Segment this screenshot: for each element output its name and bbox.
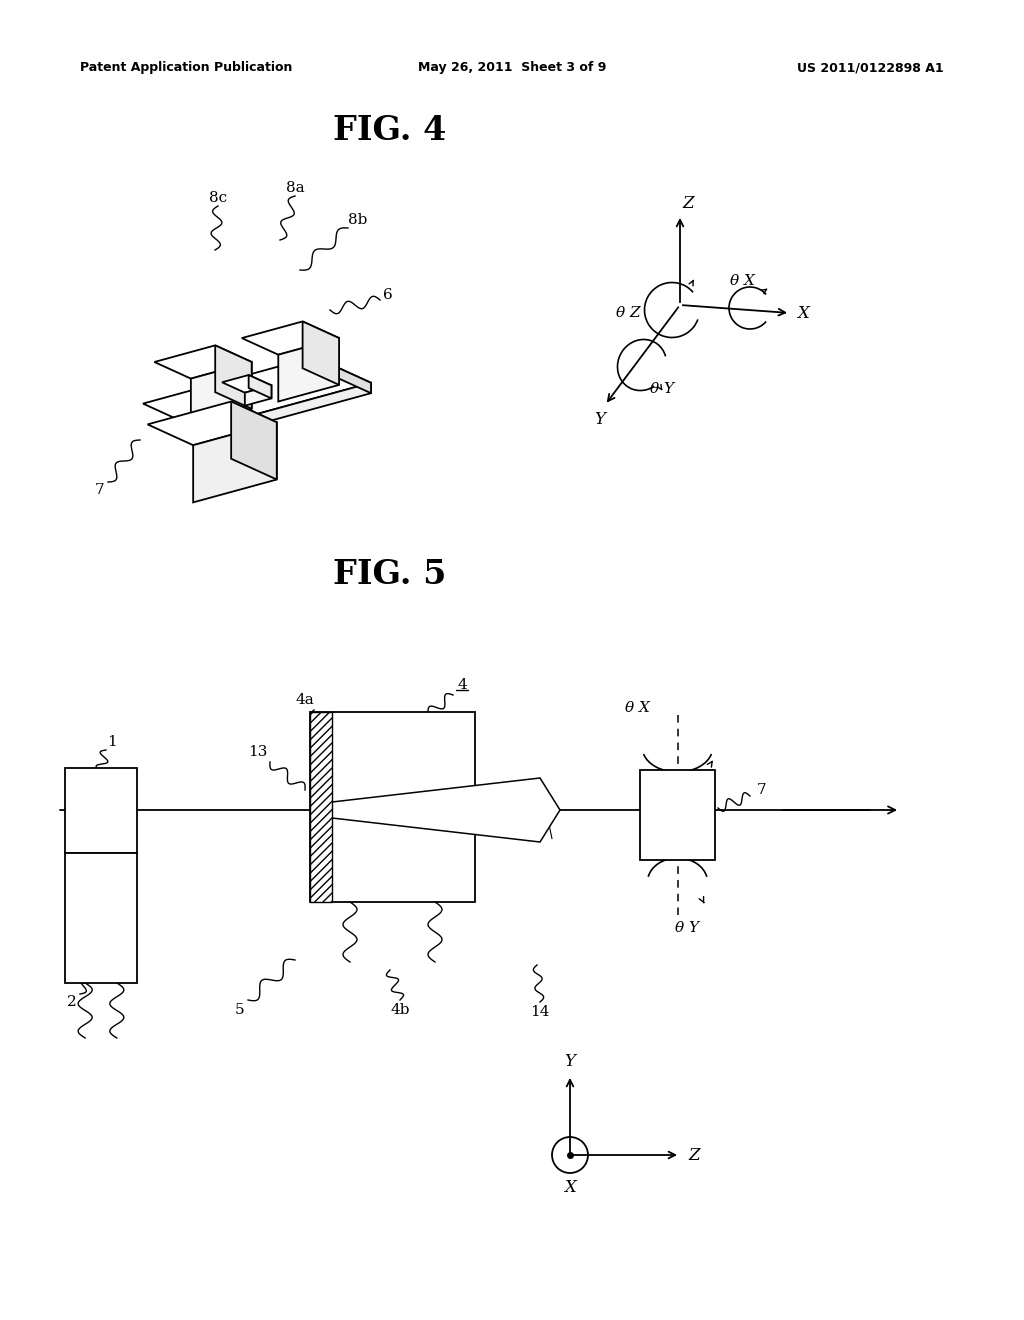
- Text: 2: 2: [68, 995, 77, 1008]
- Polygon shape: [147, 401, 276, 445]
- Text: 5: 5: [236, 1003, 245, 1016]
- Text: US 2011/0122898 A1: US 2011/0122898 A1: [798, 62, 944, 74]
- Text: Z: Z: [682, 194, 693, 211]
- Polygon shape: [242, 322, 339, 355]
- Text: 13: 13: [248, 744, 267, 759]
- Text: 8b: 8b: [348, 213, 368, 227]
- Text: θ Z: θ Z: [615, 306, 640, 319]
- Polygon shape: [200, 383, 371, 440]
- Text: FIG. 5: FIG. 5: [334, 558, 446, 591]
- Polygon shape: [215, 346, 252, 409]
- Polygon shape: [279, 338, 339, 401]
- Text: 4a: 4a: [296, 693, 314, 708]
- Text: 8c: 8c: [209, 191, 227, 205]
- Polygon shape: [143, 356, 371, 429]
- Text: 8a: 8a: [286, 181, 304, 195]
- Bar: [65, 768, 137, 853]
- Bar: [310, 711, 475, 902]
- Polygon shape: [332, 777, 560, 842]
- Text: Patent Application Publication: Patent Application Publication: [80, 62, 293, 74]
- Text: X: X: [564, 1180, 575, 1196]
- Polygon shape: [222, 375, 271, 392]
- Polygon shape: [314, 356, 371, 393]
- Bar: [65, 853, 137, 983]
- Text: FIG. 4: FIG. 4: [334, 114, 446, 147]
- Polygon shape: [155, 346, 252, 379]
- Bar: [640, 770, 715, 861]
- Text: Y: Y: [564, 1052, 575, 1069]
- Text: θ X: θ X: [729, 275, 755, 288]
- Text: 7: 7: [95, 483, 104, 498]
- Text: 6: 6: [383, 288, 393, 302]
- Text: Y: Y: [595, 411, 605, 428]
- Text: θ Y: θ Y: [676, 921, 699, 935]
- Text: 14: 14: [530, 1005, 550, 1019]
- Polygon shape: [249, 375, 271, 399]
- Polygon shape: [245, 385, 271, 405]
- Polygon shape: [194, 422, 276, 503]
- Polygon shape: [303, 322, 339, 385]
- Text: θ X: θ X: [625, 701, 650, 715]
- Text: θ Y: θ Y: [650, 381, 674, 396]
- Text: Z: Z: [688, 1147, 699, 1163]
- Text: X: X: [797, 305, 809, 322]
- Text: 4b: 4b: [390, 1003, 410, 1016]
- Bar: [310, 711, 332, 902]
- Text: May 26, 2011  Sheet 3 of 9: May 26, 2011 Sheet 3 of 9: [418, 62, 606, 74]
- Text: 7: 7: [757, 783, 767, 797]
- Text: 4: 4: [457, 678, 467, 692]
- Polygon shape: [231, 401, 276, 479]
- Text: 1: 1: [108, 735, 117, 748]
- Polygon shape: [190, 362, 252, 425]
